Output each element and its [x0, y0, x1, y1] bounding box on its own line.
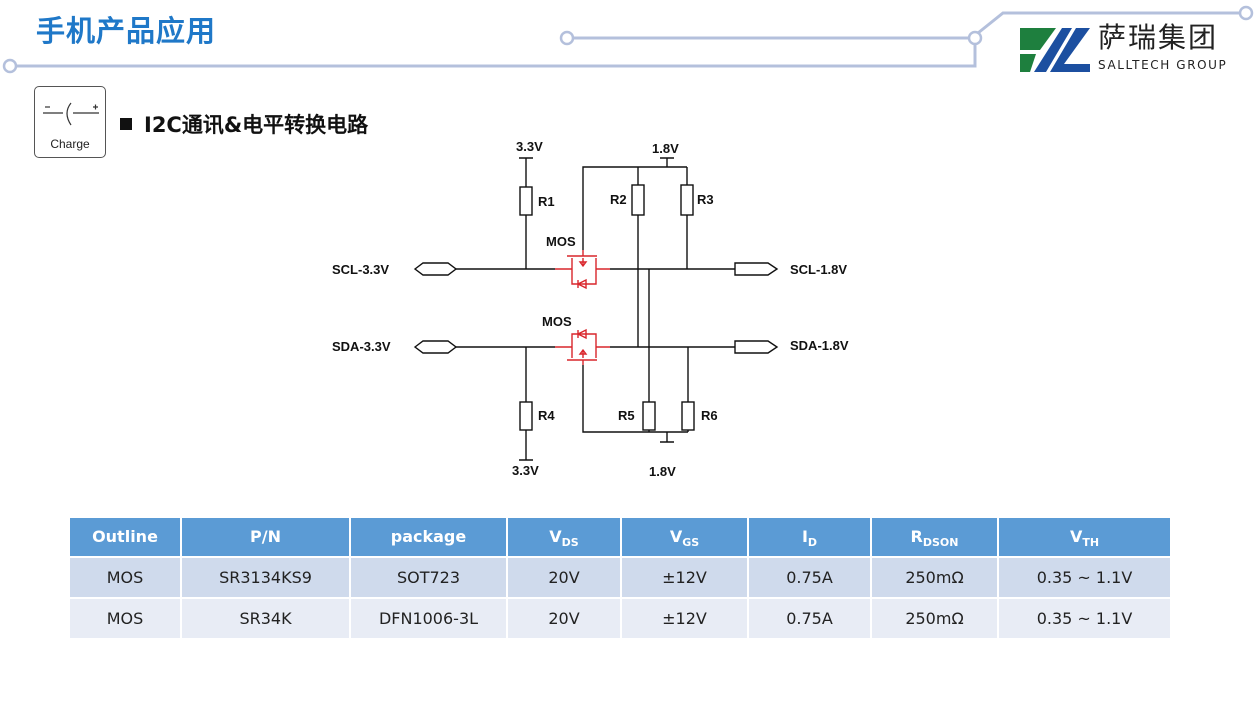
mos1-label: MOS — [546, 234, 576, 249]
cell: ±12V — [622, 558, 747, 597]
cell: 0.75A — [749, 599, 870, 638]
col-header: RDSON — [872, 518, 997, 556]
cell: 20V — [508, 599, 620, 638]
col-header: VGS — [622, 518, 747, 556]
col-header: ID — [749, 518, 870, 556]
cell: SR3134KS9 — [182, 558, 349, 597]
sda-3v3-connector — [413, 340, 458, 354]
cell: ±12V — [622, 599, 747, 638]
col-header: Outline — [70, 518, 180, 556]
cell: 250mΩ — [872, 599, 997, 638]
scl-3v3-connector — [413, 262, 458, 276]
resistor-r5 — [642, 401, 656, 431]
mos2-label: MOS — [542, 314, 572, 329]
col-header: VTH — [999, 518, 1170, 556]
r5-label: R5 — [618, 408, 635, 423]
cell: 0.75A — [749, 558, 870, 597]
charge-icon: Charge — [34, 86, 106, 158]
page-title: 手机产品应用 — [36, 14, 217, 48]
mos-transistor-2 — [555, 328, 610, 365]
resistor-r6 — [681, 401, 695, 431]
mos-transistor-1 — [555, 250, 610, 290]
r6-label: R6 — [701, 408, 718, 423]
table-header-row: Outline P/N package VDS VGS ID RDSON VTH — [70, 518, 1170, 556]
cell: MOS — [70, 558, 180, 597]
mos-spec-table: Outline P/N package VDS VGS ID RDSON VTH… — [68, 516, 1172, 640]
rail-1v8-bottom-label: 1.8V — [649, 464, 676, 479]
col-header: package — [351, 518, 506, 556]
r3-label: R3 — [697, 192, 714, 207]
cell: DFN1006-3L — [351, 599, 506, 638]
logo-text-cn: 萨瑞集团 — [1098, 21, 1219, 54]
charge-label: Charge — [50, 137, 90, 151]
bullet-square-icon — [120, 118, 132, 130]
section-title: I2C通讯&电平转换电路 — [144, 113, 369, 137]
cell: SR34K — [182, 599, 349, 638]
col-header: VDS — [508, 518, 620, 556]
cell: 0.35 ~ 1.1V — [999, 599, 1170, 638]
sda-3v3-label: SDA-3.3V — [332, 339, 391, 354]
resistor-r2 — [631, 184, 645, 216]
resistor-r1 — [519, 186, 533, 216]
r1-label: R1 — [538, 194, 555, 209]
sda-1v8-connector — [734, 340, 779, 354]
cell: 0.35 ~ 1.1V — [999, 558, 1170, 597]
circuit-diagram: 3.3V 1.8V 3.3V 1.8V SCL-3.3V SDA-3.3V SC… — [332, 139, 849, 479]
table-row: MOS SR3134KS9 SOT723 20V ±12V 0.75A 250mΩ 0.35 … — [70, 558, 1170, 597]
logo-text-en: SALLTECH GROUP — [1098, 58, 1228, 72]
logo-mark — [1020, 28, 1090, 72]
resistor-r4 — [519, 401, 533, 431]
scl-1v8-connector — [734, 262, 779, 276]
header-decoration-lines — [2, 5, 1254, 74]
rail-1v8-top-label: 1.8V — [652, 141, 679, 156]
resistor-r3 — [680, 184, 694, 216]
col-header: P/N — [182, 518, 349, 556]
r4-label: R4 — [538, 408, 555, 423]
cell: SOT723 — [351, 558, 506, 597]
r2-label: R2 — [610, 192, 627, 207]
capacitor-icon — [43, 102, 99, 126]
cell: 20V — [508, 558, 620, 597]
rail-3v3-top-label: 3.3V — [516, 139, 543, 154]
table-row: MOS SR34K DFN1006-3L 20V ±12V 0.75A 250mΩ 0.35 … — [70, 599, 1170, 638]
scl-1v8-label: SCL-1.8V — [790, 262, 847, 277]
cell: MOS — [70, 599, 180, 638]
rail-3v3-bottom-label: 3.3V — [512, 463, 539, 478]
cell: 250mΩ — [872, 558, 997, 597]
sda-1v8-label: SDA-1.8V — [790, 338, 849, 353]
section-heading: I2C通讯&电平转换电路 — [120, 112, 368, 138]
scl-3v3-label: SCL-3.3V — [332, 262, 389, 277]
